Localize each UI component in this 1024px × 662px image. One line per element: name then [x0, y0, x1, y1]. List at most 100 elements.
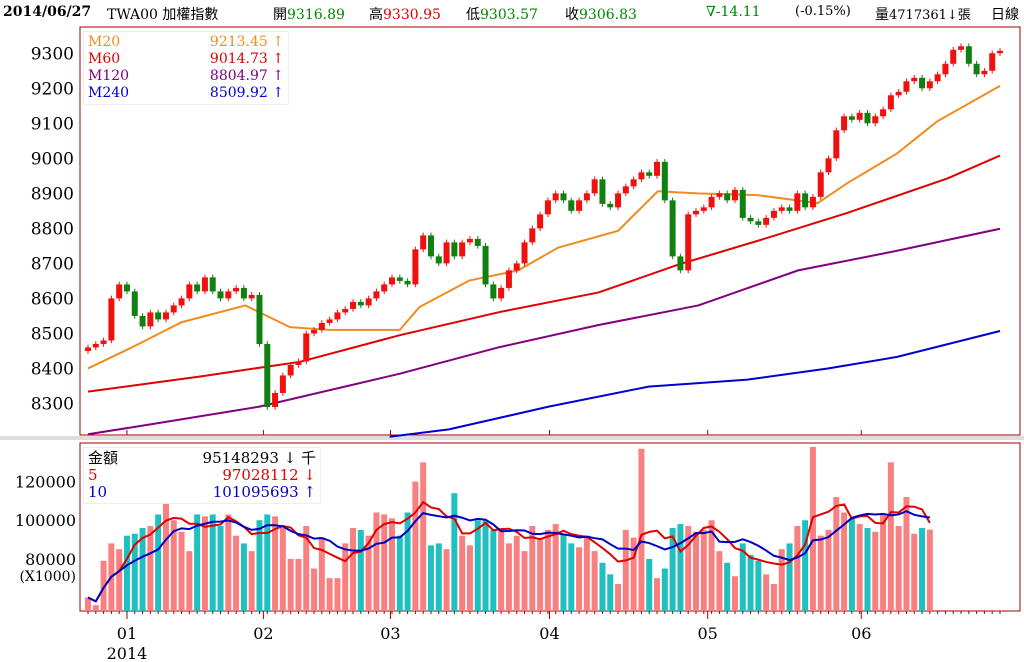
volume-bar: [560, 533, 567, 611]
candle-body: [919, 77, 926, 89]
volume-bar: [225, 514, 232, 611]
volume-bar: [770, 583, 777, 611]
legend-amount: 金額 95148293 ↓ 千: [88, 450, 316, 467]
date: 2014/06/27: [3, 4, 92, 20]
candle-body: [474, 238, 481, 246]
volume-bar: [583, 535, 590, 611]
candle-body: [677, 256, 684, 271]
volume-bar: [443, 549, 450, 611]
candle-body: [841, 116, 848, 131]
volume-bar: [903, 497, 910, 611]
low-label: 低: [466, 7, 480, 23]
candle-body: [817, 172, 824, 197]
candle-body: [217, 291, 224, 299]
volume-bar: [872, 531, 879, 611]
volume-bar: [638, 448, 645, 611]
candle-body: [786, 207, 793, 211]
candle-body: [700, 207, 707, 211]
volume-bar: [778, 549, 785, 611]
candle-body: [178, 298, 185, 306]
volume-bar: [708, 520, 715, 611]
candle-body: [864, 112, 871, 124]
volume-bar: [802, 520, 809, 611]
high-value: 9330.95: [383, 7, 441, 23]
volume-bar: [498, 529, 505, 611]
high-label: 高: [369, 7, 383, 23]
volume-bar: [739, 543, 746, 611]
candle-body: [607, 203, 614, 208]
volume-bar: [529, 526, 536, 611]
candle-body: [809, 196, 816, 208]
candle-body: [708, 196, 715, 208]
volume-bar: [880, 514, 887, 611]
volume-value: 4717361↓張: [889, 8, 971, 23]
period-label[interactable]: 日線: [991, 7, 1019, 23]
volume-bar: [568, 543, 575, 611]
candle-body: [731, 189, 738, 201]
legend-value: 101095693 ↑: [212, 483, 316, 501]
volume-bar: [919, 527, 926, 611]
candle-body: [942, 63, 949, 75]
candle-body: [552, 193, 559, 201]
volume-bar: [92, 605, 99, 611]
legend-name: 金額: [88, 449, 119, 467]
candle-body: [248, 294, 255, 299]
candle-body: [739, 189, 746, 218]
candle-body: [661, 161, 668, 201]
candle-body: [279, 375, 286, 393]
volume-bar: [357, 529, 364, 611]
candle-body: [599, 179, 606, 204]
volume-bar: [256, 520, 263, 611]
legend-value: 8509.92 ↑: [209, 85, 284, 101]
legend-m120: M120 8804.97 ↑: [88, 68, 284, 85]
candle-body: [233, 287, 240, 292]
candle-body: [396, 277, 403, 281]
candle-body: [147, 312, 154, 327]
candle-body: [459, 242, 466, 257]
candle-body: [412, 249, 419, 285]
volume-bar: [809, 446, 816, 611]
symbol: TWA00 加權指數: [107, 7, 219, 23]
year-label: 2014: [107, 644, 148, 662]
candle-body: [895, 91, 902, 96]
candle-body: [272, 392, 279, 407]
candle-body: [287, 364, 294, 376]
volume-bar: [303, 526, 310, 611]
candle-body: [989, 53, 996, 71]
volume-unit-label: (X1000): [19, 569, 76, 585]
candle-body: [583, 193, 590, 201]
candle-body: [240, 287, 247, 299]
volume-bar: [841, 512, 848, 611]
volume-bar: [404, 512, 411, 611]
candle-body: [646, 172, 653, 176]
candle-body: [334, 312, 341, 320]
volume-bar: [591, 551, 598, 611]
candle-body: [529, 228, 536, 243]
candle-body: [427, 235, 434, 257]
price-tick-label: 8600: [31, 289, 74, 309]
legend-name: 10: [88, 483, 108, 501]
price-tick-label: 8300: [31, 394, 74, 414]
volume-bar: [350, 527, 357, 611]
candle-body: [763, 217, 770, 225]
candle-body: [848, 116, 855, 120]
volume-bar: [233, 535, 240, 611]
volume-tick-label: 120000: [15, 473, 76, 492]
candle-body: [747, 217, 754, 222]
volume-bar: [490, 529, 497, 611]
candle-body: [466, 238, 473, 243]
legend-name: M60: [88, 51, 121, 67]
candle-body: [591, 179, 598, 194]
candle-body: [654, 161, 661, 176]
volume-bar: [747, 555, 754, 611]
candle-body: [958, 46, 965, 50]
volume-bar: [365, 535, 372, 611]
volume-bar: [217, 526, 224, 611]
volume-tick-label: 100000: [15, 511, 76, 530]
price-tick-label: 9300: [31, 44, 74, 64]
volume-label: 量: [875, 7, 889, 23]
month-label: 05: [698, 624, 718, 643]
candle-body: [295, 361, 302, 365]
legend-name: M240: [88, 85, 130, 101]
